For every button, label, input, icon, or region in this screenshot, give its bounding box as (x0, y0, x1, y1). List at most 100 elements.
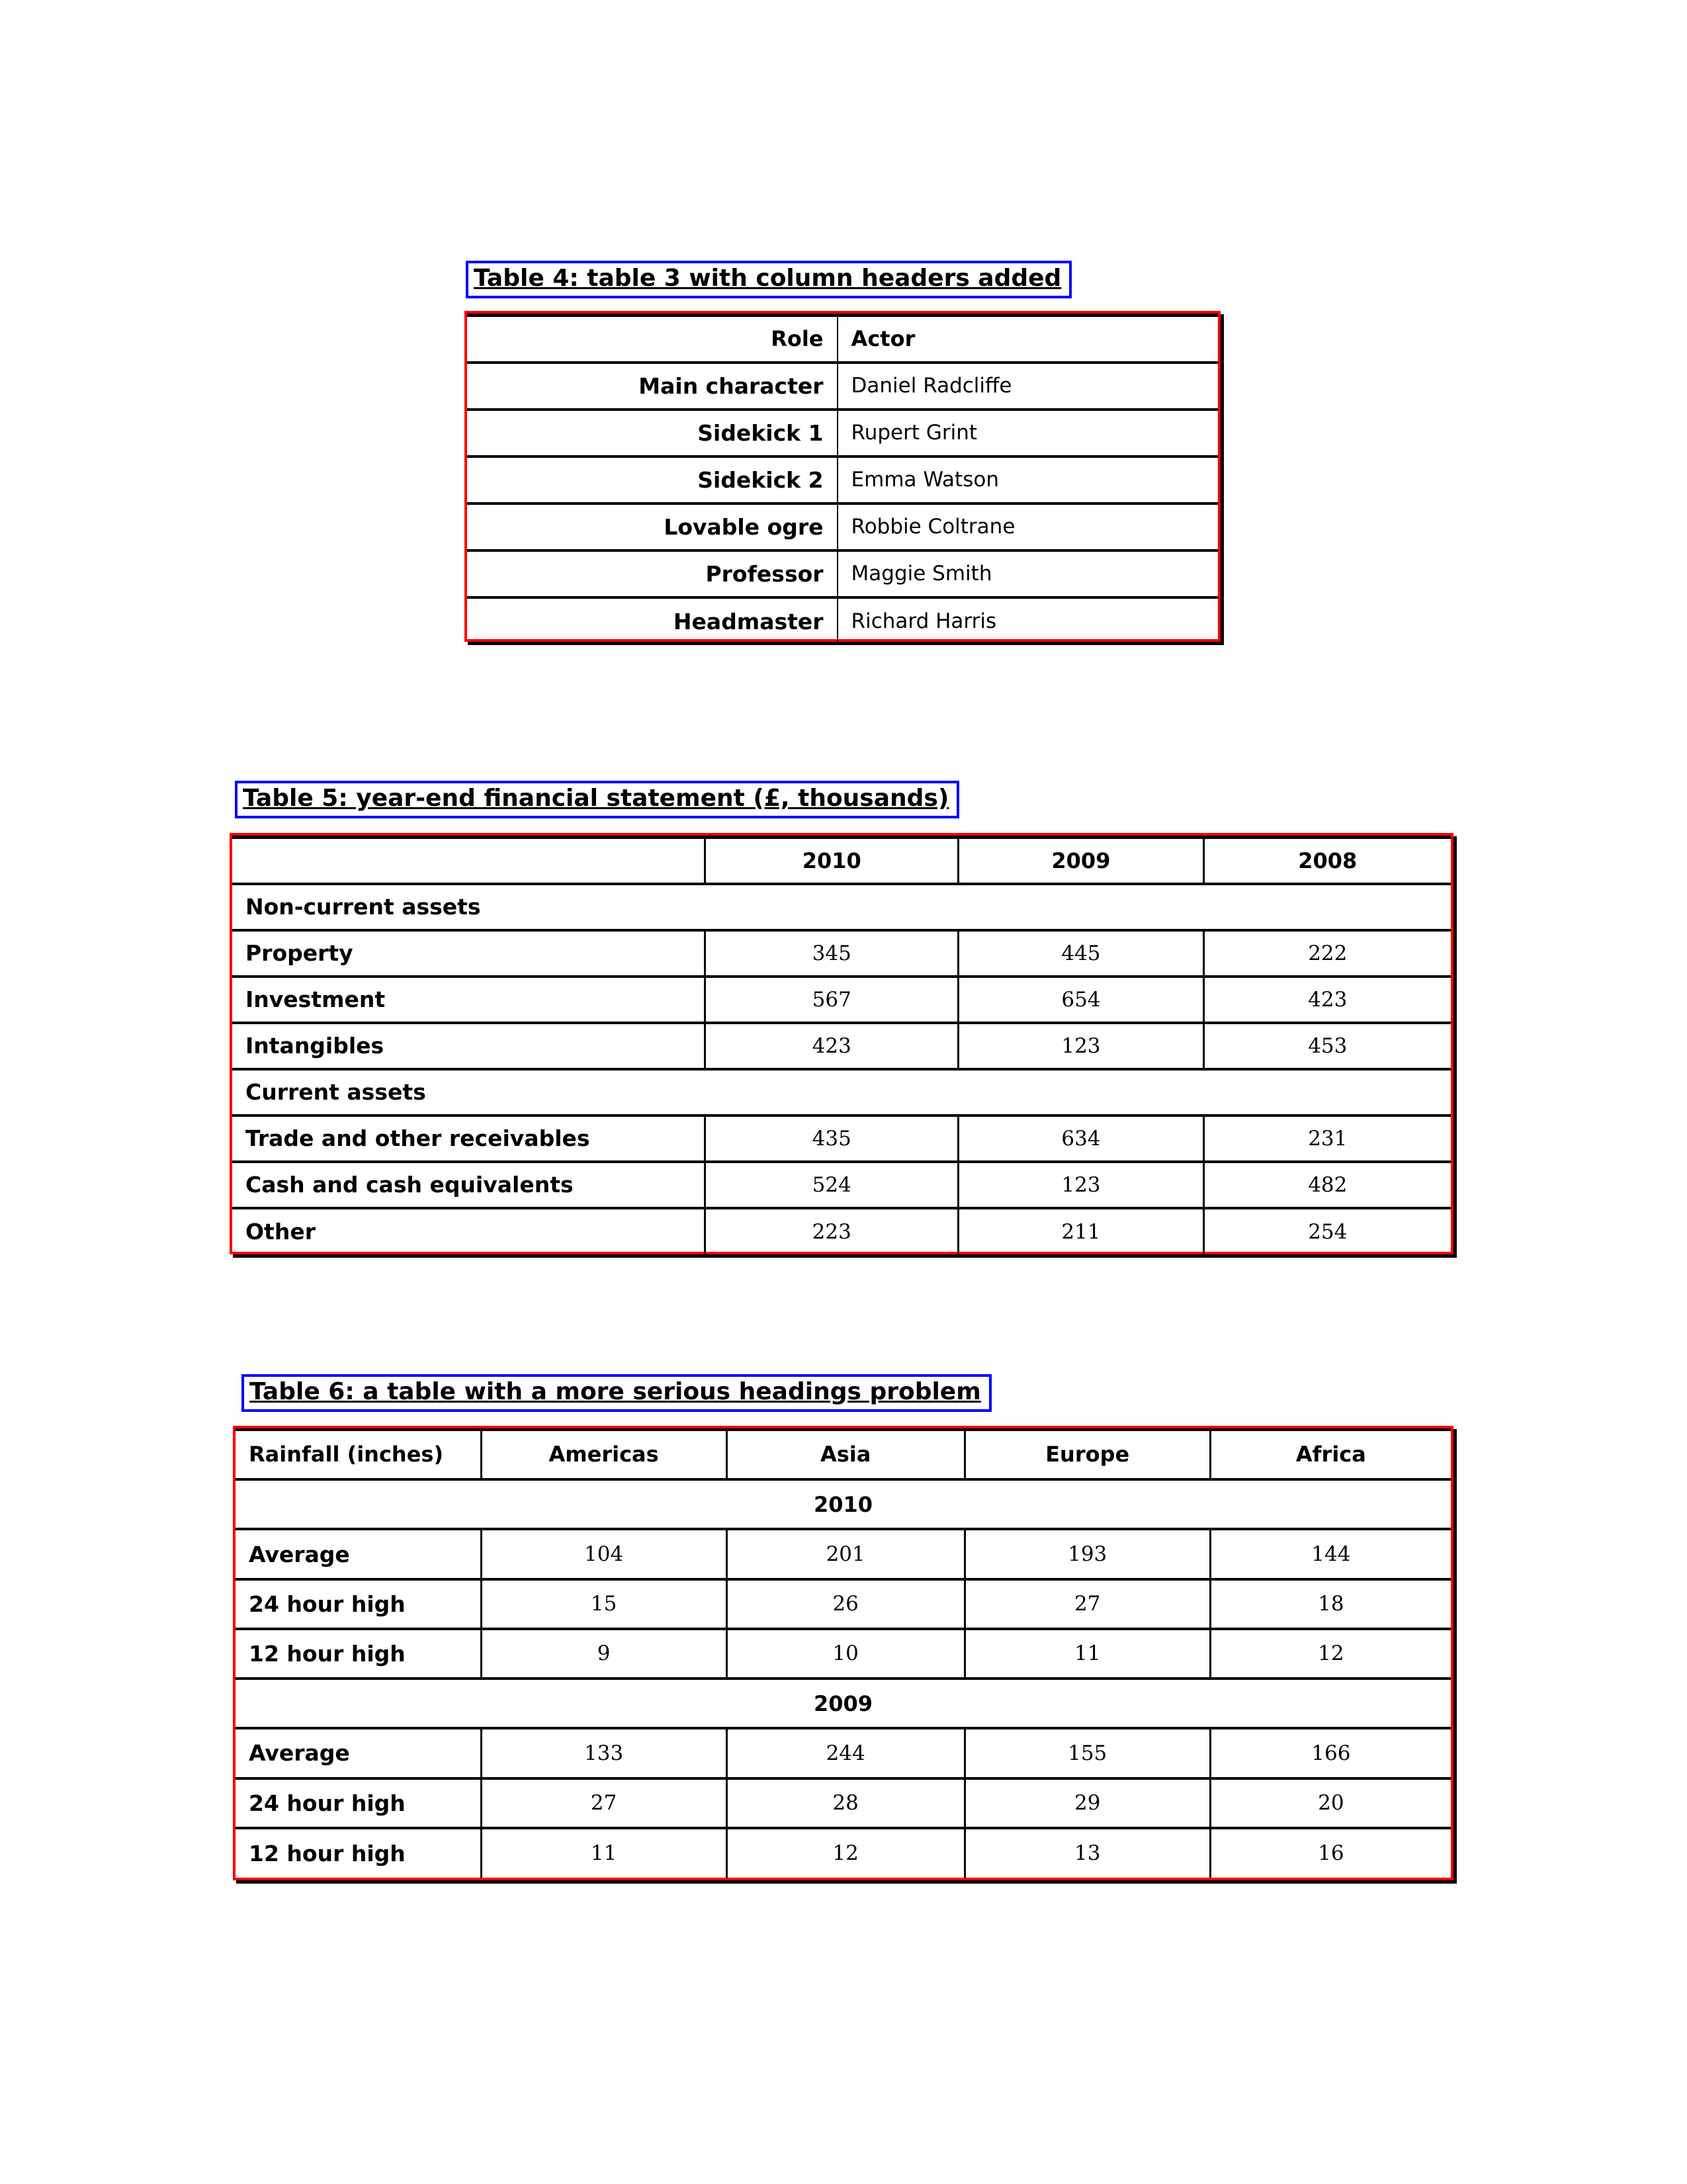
table-row: Trade and other receivables 435 634 231 (232, 1115, 1451, 1162)
header-cell: Asia (725, 1430, 965, 1480)
header-cell: Americas (480, 1430, 727, 1480)
value-cell: 15 (480, 1579, 727, 1629)
banner-cell: 2010 (813, 1491, 873, 1517)
table5-caption: Table 5: year-end financial statement (£… (235, 781, 960, 819)
value-cell: 12 (1209, 1628, 1451, 1679)
value-cell: 10 (725, 1628, 965, 1679)
row-label-cell: Main character (638, 372, 824, 399)
table-row: Sidekick 1 Rupert Grint (467, 409, 1218, 457)
table-row: Lovable ogre Robbie Coltrane (467, 503, 1218, 550)
row-label-cell: Other (245, 1219, 316, 1245)
table-row: 2010 (236, 1479, 1451, 1529)
value-cell: Maggie Smith (836, 550, 1218, 597)
header-row: Role Actor (467, 315, 1218, 363)
table-row: 12 hour high 9 10 11 12 (236, 1628, 1451, 1679)
table-row: Intangibles 423 123 453 (232, 1022, 1451, 1069)
value-cell: 27 (963, 1579, 1211, 1629)
header-cell: 2010 (704, 837, 959, 884)
row-label-cell: 12 hour high (249, 1640, 406, 1667)
header-cell: Actor (836, 315, 1218, 363)
value-cell: 28 (725, 1778, 965, 1828)
table4-cast: Role Actor Main character Daniel Radcliffe S… (464, 311, 1221, 644)
value-cell: 524 (704, 1161, 959, 1208)
header-cell: 2009 (957, 837, 1204, 884)
value-cell: 26 (725, 1579, 965, 1629)
value-cell: Robbie Coltrane (836, 503, 1218, 550)
table-row: Sidekick 2 Emma Watson (467, 456, 1218, 503)
header-row: Rainfall (inches) Americas Asia Europe Afric… (236, 1430, 1451, 1480)
table-row: 24 hour high 27 28 29 20 (236, 1778, 1451, 1828)
value-cell: 567 (704, 976, 959, 1023)
row-label-cell: Headmaster (673, 608, 824, 634)
value-cell: Daniel Radcliffe (836, 362, 1218, 410)
banner-cell: 2009 (813, 1690, 873, 1716)
value-cell: 193 (963, 1529, 1211, 1579)
table-row: Investment 567 654 423 (232, 976, 1451, 1023)
header-cell: Europe (963, 1430, 1211, 1480)
row-label-cell: Property (245, 940, 353, 966)
value-cell: 435 (704, 1115, 959, 1162)
value-cell: 222 (1202, 930, 1451, 977)
value-cell: 345 (704, 930, 959, 977)
value-cell: 453 (1202, 1022, 1451, 1069)
value-cell: 18 (1209, 1579, 1451, 1629)
table-row: 24 hour high 15 26 27 18 (236, 1579, 1451, 1629)
data-table: 2010 2009 2008 Non-current assets Property 34… (232, 836, 1451, 1254)
value-cell: 123 (957, 1161, 1204, 1208)
header-cell: Africa (1209, 1430, 1451, 1480)
data-table: Role Actor Main character Daniel Radcliffe S… (467, 314, 1218, 644)
table-row: Average 104 201 193 144 (236, 1529, 1451, 1579)
table-row: Property 345 445 222 (232, 930, 1451, 977)
row-label-cell: Average (249, 1541, 350, 1567)
row-label-cell: Average (249, 1740, 350, 1767)
row-label-cell: Lovable ogre (664, 513, 824, 540)
header-cell (232, 838, 705, 884)
value-cell: 166 (1209, 1728, 1451, 1778)
value-cell: 13 (963, 1827, 1211, 1878)
value-cell: 254 (1202, 1207, 1451, 1254)
header-row: 2010 2009 2008 (232, 837, 1451, 884)
value-cell: 20 (1209, 1778, 1451, 1828)
row-label-cell: Sidekick 1 (697, 419, 824, 446)
row-label-cell: Intangibles (245, 1033, 384, 1059)
table-row: Cash and cash equivalents 524 123 482 (232, 1161, 1451, 1208)
value-cell: 445 (957, 930, 1204, 977)
value-cell: 211 (957, 1207, 1204, 1254)
table5-financial-statement: 2010 2009 2008 Non-current assets Property 34… (230, 833, 1453, 1254)
row-label-cell: Cash and cash equivalents (245, 1172, 574, 1198)
value-cell: 244 (725, 1728, 965, 1778)
header-cell: Rainfall (inches) (249, 1442, 444, 1467)
value-cell: 133 (480, 1728, 727, 1778)
table-row: Headmaster Richard Harris (467, 597, 1218, 644)
value-cell: 16 (1209, 1827, 1451, 1878)
row-label-cell: Sidekick 2 (697, 466, 824, 493)
table-row: Average 133 244 155 166 (236, 1728, 1451, 1778)
row-label-cell: Investment (245, 986, 386, 1012)
section-cell: Current assets (245, 1079, 426, 1105)
value-cell: 223 (704, 1207, 959, 1254)
value-cell: 201 (725, 1529, 965, 1579)
row-label-cell: 12 hour high (249, 1840, 406, 1866)
value-cell: 423 (704, 1022, 959, 1069)
row-label-cell: 24 hour high (249, 1591, 406, 1617)
value-cell: Rupert Grint (836, 409, 1218, 457)
header-cell: 2008 (1202, 837, 1451, 884)
value-cell: 123 (957, 1022, 1204, 1069)
value-cell: 29 (963, 1778, 1211, 1828)
value-cell: 423 (1202, 976, 1451, 1023)
table-row: Main character Daniel Radcliffe (467, 362, 1218, 410)
table-row: 12 hour high 11 12 13 16 (236, 1827, 1451, 1878)
header-cell: Role (771, 326, 824, 352)
table4-caption: Table 4: table 3 with column headers add… (466, 261, 1072, 299)
table-row: Current assets (232, 1069, 1451, 1115)
row-label-cell: Trade and other receivables (245, 1125, 590, 1151)
value-cell: Emma Watson (836, 456, 1218, 503)
value-cell: Richard Harris (836, 597, 1218, 644)
value-cell: 634 (957, 1115, 1204, 1162)
value-cell: 12 (725, 1827, 965, 1878)
row-label-cell: 24 hour high (249, 1790, 406, 1816)
table6-caption: Table 6: a table with a more serious hea… (241, 1374, 992, 1413)
value-cell: 11 (963, 1628, 1211, 1679)
value-cell: 144 (1209, 1529, 1451, 1579)
